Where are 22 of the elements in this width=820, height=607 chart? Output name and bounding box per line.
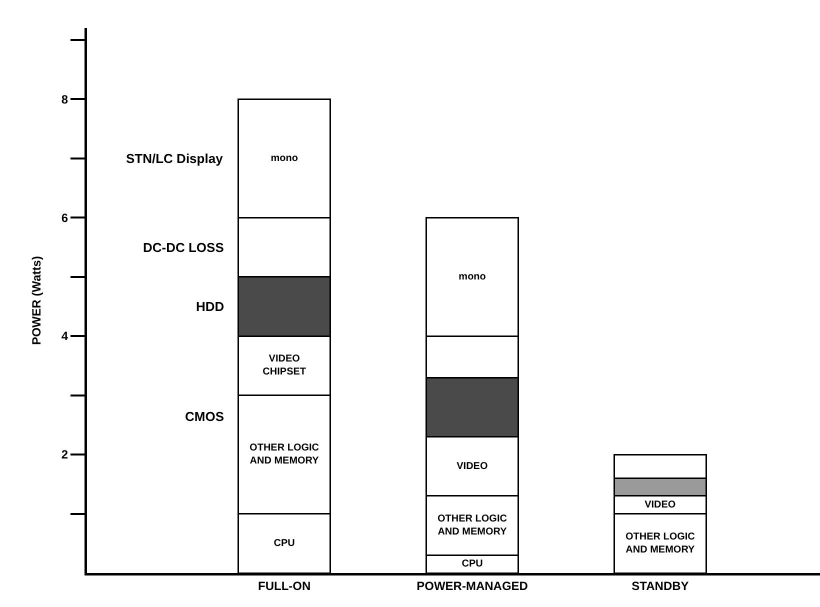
data-label: VIDEO CHIPSET	[262, 354, 306, 378]
series-label: HDD	[196, 299, 224, 314]
data-label: mono	[458, 271, 486, 282]
data-label: OTHER LOGIC AND MEMORY	[438, 514, 508, 538]
x-tick-label: FULL-ON	[258, 578, 311, 593]
data-label: OTHER LOGIC AND MEMORY	[250, 442, 320, 467]
data-label: mono	[270, 152, 298, 164]
x-tick-label: STANDBY	[632, 578, 689, 593]
data-label: VIDEO	[644, 499, 676, 510]
series-label: DC-DC LOSS	[143, 240, 224, 255]
y-tick-label: 6	[61, 210, 68, 225]
data-label: CPU	[274, 538, 295, 549]
y-axis-title: POWER (Watts)	[29, 256, 44, 345]
annotation: CMOS	[185, 409, 224, 424]
series-label: STN/LC Display	[126, 151, 224, 166]
data-label: VIDEO	[456, 460, 488, 472]
y-tick-label: 8	[61, 92, 68, 106]
data-label: OTHER LOGIC AND MEMORY	[625, 531, 696, 556]
y-tick-label: 4	[61, 329, 68, 344]
data-label: CPU	[462, 558, 483, 570]
x-tick-label: POWER-MANAGED	[416, 578, 528, 593]
y-tick-label: 2	[61, 448, 68, 462]
